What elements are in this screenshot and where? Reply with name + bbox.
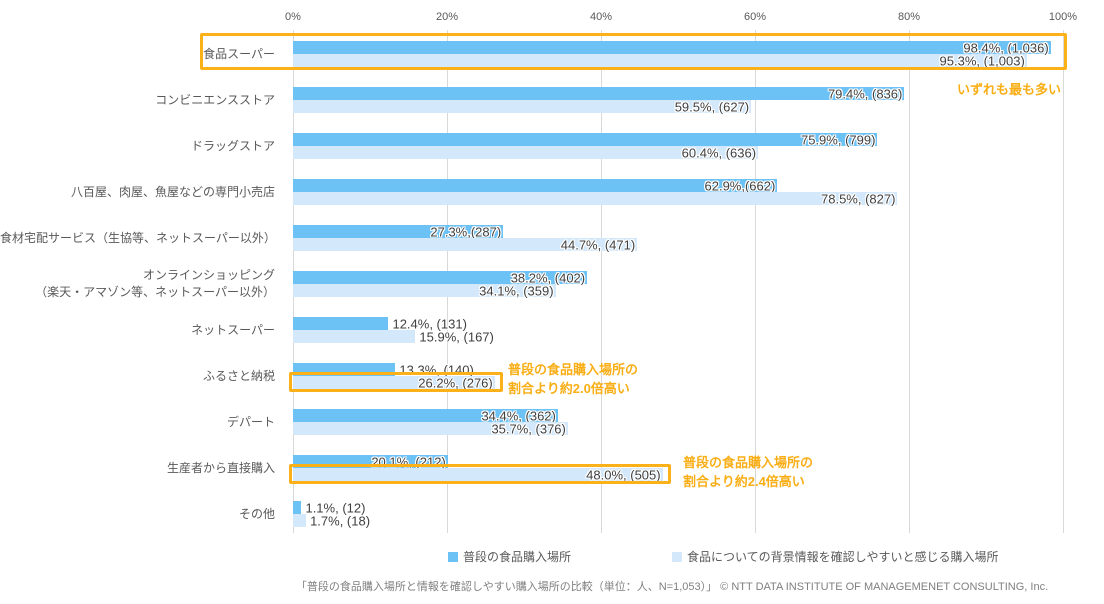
bar-value-label: 34.1%, (359) — [479, 283, 554, 298]
bar-value-label: 27.3%,(287) — [430, 224, 502, 239]
legend-item: 食品についての背景情報を確認しやすいと感じる購入場所 — [672, 548, 999, 565]
bar-info-friendly-place: 34.1%, (359) — [293, 283, 556, 298]
category-label: 食品スーパー — [203, 46, 275, 61]
axis-tick-label: 40% — [589, 11, 613, 23]
axis-tick-label: 20% — [435, 11, 459, 23]
bar-info-friendly-place: 60.4%, (636) — [293, 145, 759, 160]
category-label: ドラッグストア — [190, 138, 275, 153]
highlight-box — [289, 464, 671, 484]
bar-usual-purchase-place: 79.4%, (836) — [293, 86, 905, 101]
bar-value-label: 59.5%, (627) — [674, 99, 750, 114]
category-label: デパート — [226, 414, 275, 429]
legend-swatch — [672, 551, 682, 562]
category-label: 八百屋、肉屋、魚屋などの専門小売店 — [70, 184, 275, 199]
source-note: 「普段の食品購入場所と情報を確認しやすい購入場所の比較（単位：人、N=1,053… — [295, 581, 1049, 593]
bar-usual-purchase-place: 75.9%, (799) — [293, 132, 878, 147]
category-label: その他 — [238, 506, 275, 521]
bar-value-label: 1.1%, (12) — [305, 500, 366, 515]
bar-value-label: 12.4%, (131) — [392, 316, 467, 331]
bar-info-friendly-place: 48.0%, (505) — [293, 467, 663, 482]
bar-value-label: 75.9%, (799) — [800, 132, 876, 147]
bar-value-label: 44.7%, (471) — [560, 237, 636, 252]
highlight-box — [200, 33, 1067, 70]
axis-tick-label: 60% — [743, 11, 767, 23]
legend-swatch — [448, 551, 458, 562]
gridline-80% — [909, 30, 910, 533]
bar-usual-purchase-place: 98.4%, (1,036) — [293, 40, 1051, 55]
annotation-callout: いずれも最も多い — [957, 82, 1062, 97]
legend-item-label: 食品についての背景情報を確認しやすいと感じる購入場所 — [687, 550, 999, 564]
bar-usual-purchase-place: 12.4%, (131) — [293, 316, 467, 331]
bar-value-label: 98.4%, (1,036) — [963, 40, 1049, 55]
category-label: ふるさと納税 — [202, 368, 275, 383]
bar-value-label: 15.9%, (167) — [419, 329, 494, 344]
gridline-40% — [601, 30, 602, 533]
axis-tick-label: 100% — [1048, 11, 1078, 23]
bar-value-label: 35.7%, (376) — [491, 421, 566, 436]
highlight-box — [289, 372, 503, 392]
bar-info-friendly-place: 95.3%, (1,003) — [293, 53, 1027, 68]
category-label: ネットスーパー — [191, 322, 275, 337]
category-label: 生産者から直接購入 — [166, 460, 275, 475]
category-label: オンラインショッピング （楽天・アマゾン等、ネットスーパー以外） — [35, 268, 275, 299]
bar-info-friendly-place: 26.2%, (276) — [293, 375, 495, 390]
bar-info-friendly-place: 44.7%, (471) — [293, 237, 638, 252]
bar-value-label: 48.0%, (505) — [586, 467, 661, 482]
bar-value-label: 78.5%, (827) — [821, 191, 896, 206]
bar-value-label: 34.4%, (362) — [481, 408, 556, 423]
gridline-100% — [1063, 30, 1064, 533]
annotation-callout: 普段の食品購入場所の 割合より約2.0倍高い — [508, 362, 639, 396]
bar-value-label: 38.2%, (402) — [510, 270, 586, 285]
bar-info-friendly-place: 35.7%, (376) — [293, 421, 568, 436]
bar-value-label: 79.4%, (836) — [827, 86, 903, 101]
bar-info-friendly-place: 78.5%, (827) — [293, 191, 898, 206]
gridline-60% — [755, 30, 756, 533]
bar-usual-purchase-place: 1.1%, (12) — [293, 500, 365, 515]
legend-item-label: 普段の食品購入場所 — [463, 550, 572, 564]
bar-value-label: 26.2%, (276) — [418, 375, 493, 390]
bar-value-label: 1.7%, (18) — [310, 513, 371, 528]
axis-tick-label: 80% — [897, 11, 921, 23]
bar-usual-purchase-place: 38.2%, (402) — [293, 270, 588, 285]
bar-info-friendly-place: 15.9%, (167) — [293, 329, 494, 344]
bar-usual-purchase-place: 27.3%,(287) — [293, 224, 504, 239]
bar-value-label: 62.9%,(662) — [704, 178, 776, 193]
bar-usual-purchase-place: 62.9%,(662) — [293, 178, 778, 193]
annotation-callout: 普段の食品購入場所の 割合より約2.4倍高い — [683, 455, 814, 489]
bar-value-label: 60.4%, (636) — [681, 145, 757, 160]
legend-item: 普段の食品購入場所 — [448, 548, 571, 565]
axis-tick-label: 0% — [285, 11, 301, 23]
bar-info-friendly-place: 1.7%, (18) — [293, 513, 370, 528]
bar-info-friendly-place: 59.5%, (627) — [293, 99, 752, 114]
bar-value-label: 95.3%, (1,003) — [939, 53, 1025, 68]
category-label: 食材宅配サービス（生協等、ネットスーパー以外） — [0, 230, 276, 245]
bar-usual-purchase-place: 34.4%, (362) — [293, 408, 558, 423]
category-label: コンビニエンスストア — [155, 92, 275, 107]
